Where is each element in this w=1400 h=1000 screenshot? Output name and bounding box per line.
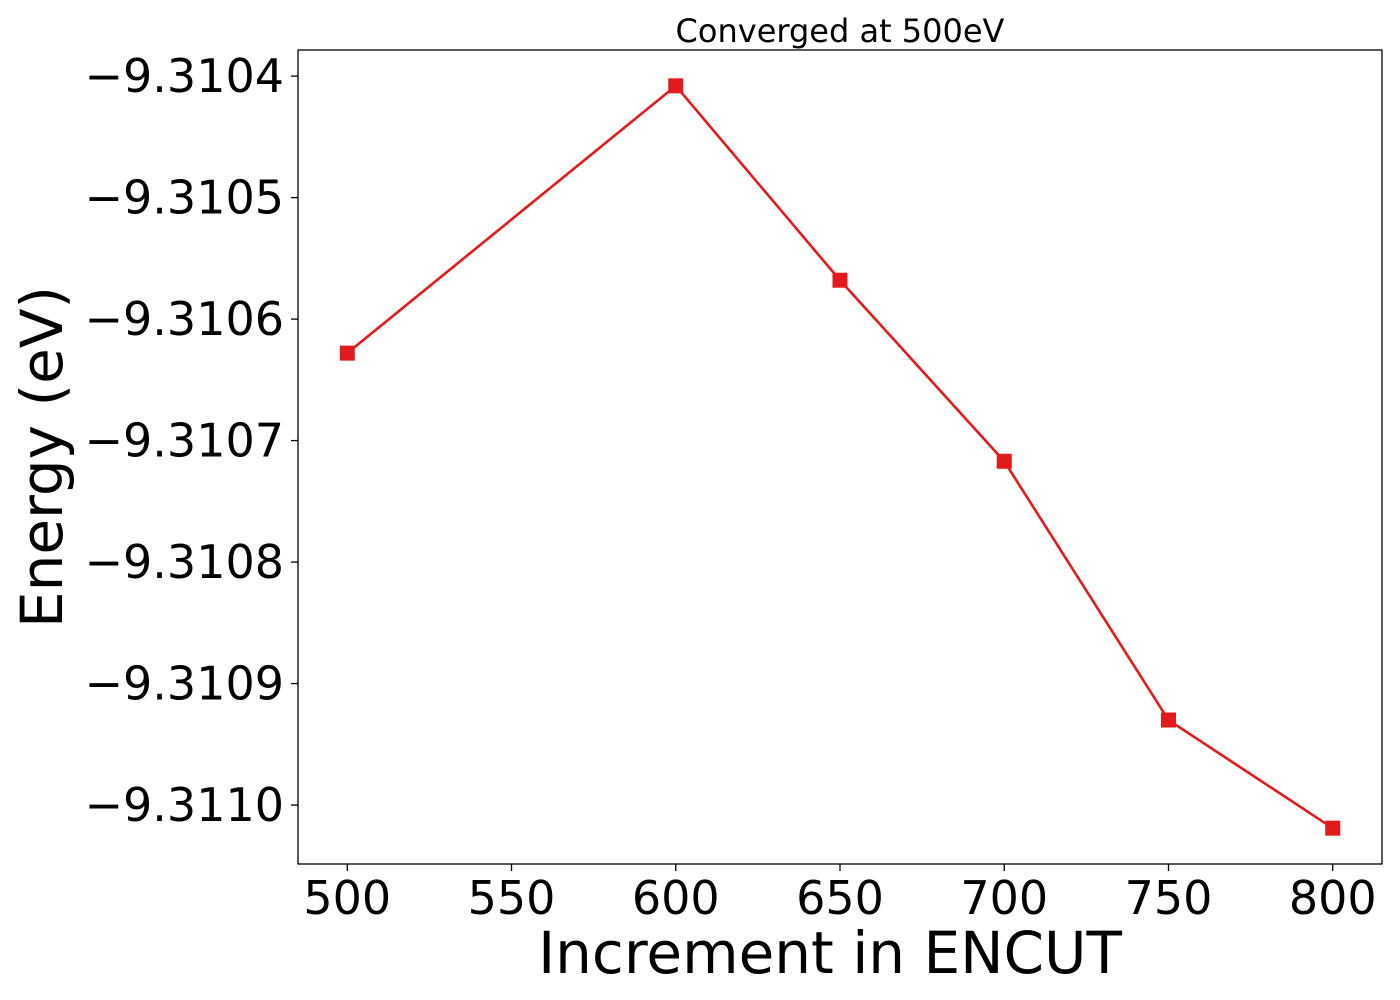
x-tick-label: 750 xyxy=(1125,871,1213,925)
x-tick-label: 600 xyxy=(632,871,720,925)
data-point-marker xyxy=(1325,820,1341,836)
x-tick-label: 550 xyxy=(468,871,556,925)
data-point-marker xyxy=(1160,712,1176,728)
y-axis: −9.3104 −9.3105 −9.3106 −9.3107 −9.3108 −9.31… xyxy=(85,49,298,832)
series-layer xyxy=(339,78,1341,836)
y-axis-label: Energy (eV) xyxy=(8,286,76,628)
y-tick-label: −9.3106 xyxy=(85,292,285,346)
x-tick-label: 500 xyxy=(303,871,391,925)
plot-frame xyxy=(297,49,1383,865)
x-axis-label: Increment in ENCUT xyxy=(538,919,1122,987)
x-tick-label: 700 xyxy=(960,871,1048,925)
x-tick-label: 650 xyxy=(796,871,884,925)
data-point-marker xyxy=(668,78,684,94)
data-point-marker xyxy=(339,345,355,361)
data-point-marker xyxy=(996,453,1012,469)
y-tick-label: −9.3109 xyxy=(85,657,285,711)
y-tick-label: −9.3105 xyxy=(85,171,285,225)
series-line xyxy=(346,84,1334,830)
x-tick-label: 800 xyxy=(1289,871,1377,925)
y-tick-label: −9.3104 xyxy=(85,49,285,103)
chart-title: Converged at 500eV xyxy=(676,12,1005,50)
y-tick-label: −9.3108 xyxy=(85,535,285,589)
y-tick-label: −9.3107 xyxy=(85,414,285,468)
y-tick-label: −9.3110 xyxy=(85,778,285,832)
x-axis: 500 550 600 650 700 750 800 xyxy=(303,864,1377,925)
data-point-marker xyxy=(832,272,848,288)
